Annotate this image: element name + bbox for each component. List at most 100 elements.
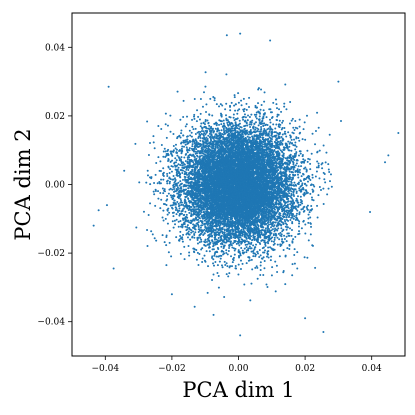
- scatter-point: [225, 262, 228, 265]
- scatter-point: [159, 160, 162, 163]
- scatter-point: [163, 241, 166, 244]
- scatter-point: [176, 154, 179, 157]
- scatter-point: [171, 220, 174, 223]
- scatter-point: [189, 238, 192, 241]
- scatter-point: [292, 193, 295, 196]
- scatter-point: [175, 148, 178, 151]
- scatter-point: [311, 176, 314, 179]
- scatter-point: [161, 216, 164, 219]
- scatter-point: [290, 228, 293, 231]
- scatter-point: [264, 227, 267, 230]
- scatter-point: [202, 141, 205, 144]
- scatter-point: [186, 115, 189, 118]
- scatter-point: [238, 244, 241, 247]
- scatter-point: [201, 129, 203, 132]
- scatter-point: [238, 119, 241, 122]
- scatter-point: [263, 267, 266, 270]
- scatter-point: [273, 238, 276, 241]
- scatter-point: [184, 210, 187, 213]
- scatter-point: [275, 103, 278, 106]
- scatter-point: [241, 262, 244, 265]
- scatter-point: [292, 126, 295, 129]
- scatter-point: [180, 132, 183, 135]
- scatter-point: [187, 245, 190, 248]
- scatter-point: [186, 226, 189, 229]
- scatter-point: [227, 275, 230, 278]
- scatter-point: [160, 198, 163, 201]
- scatter-point: [182, 233, 185, 236]
- scatter-point: [254, 121, 257, 124]
- scatter-point: [180, 203, 183, 206]
- scatter-point: [192, 230, 195, 233]
- scatter-point: [207, 134, 210, 137]
- scatter-point: [193, 113, 196, 116]
- scatter-point: [166, 124, 169, 127]
- scatter-point: [173, 188, 176, 191]
- scatter-point: [262, 129, 265, 132]
- scatter-point: [176, 200, 179, 203]
- scatter-point: [199, 139, 202, 142]
- scatter-point: [311, 173, 314, 176]
- scatter-point: [166, 195, 169, 198]
- scatter-point: [179, 136, 182, 139]
- scatter-point: [166, 182, 169, 185]
- scatter-point: [280, 135, 283, 138]
- scatter-point: [208, 124, 211, 127]
- scatter-point: [153, 237, 156, 240]
- scatter-point: [217, 237, 220, 240]
- scatter-point: [214, 261, 217, 264]
- scatter-point: [192, 161, 195, 164]
- scatter-point: [246, 135, 249, 138]
- scatter-point: [162, 155, 165, 158]
- scatter-point: [299, 152, 302, 155]
- scatter-point: [265, 116, 268, 119]
- scatter-point: [294, 141, 297, 144]
- scatter-point: [256, 250, 259, 253]
- scatter-point: [188, 129, 191, 132]
- scatter-point: [149, 183, 152, 186]
- scatter-point: [223, 296, 226, 299]
- scatter-point: [272, 240, 275, 243]
- scatter-point: [249, 247, 252, 250]
- scatter-point: [206, 240, 208, 243]
- scatter-point: [296, 267, 299, 270]
- scatter-point: [293, 181, 296, 184]
- scatter-point: [153, 147, 156, 150]
- scatter-point: [288, 215, 291, 218]
- scatter-point: [172, 197, 175, 200]
- scatter-point: [162, 192, 165, 195]
- scatter-point: [207, 127, 210, 130]
- scatter-point: [301, 172, 304, 175]
- scatter-point: [186, 151, 189, 154]
- scatter-point: [211, 114, 214, 117]
- scatter-point: [266, 286, 269, 289]
- scatter-point: [174, 223, 177, 226]
- scatter-point: [193, 227, 196, 230]
- scatter-point: [168, 229, 171, 232]
- scatter-point: [178, 207, 181, 210]
- scatter-point: [179, 235, 182, 238]
- scatter-point: [243, 125, 246, 128]
- scatter-point: [235, 242, 238, 245]
- scatter-point: [226, 121, 229, 124]
- scatter-point: [288, 170, 291, 173]
- scatter-point: [243, 113, 246, 116]
- scatter-point: [293, 138, 296, 141]
- scatter-point: [222, 122, 225, 125]
- scatter-point: [306, 180, 309, 183]
- scatter-point: [298, 139, 301, 142]
- scatter-point: [203, 259, 206, 262]
- scatter-point: [179, 198, 182, 201]
- scatter-point: [288, 142, 291, 145]
- scatter-point: [329, 173, 332, 176]
- scatter-point: [166, 172, 169, 175]
- scatter-point: [284, 283, 287, 286]
- scatter-point: [191, 143, 194, 146]
- scatter-point: [179, 252, 182, 255]
- scatter-point: [294, 188, 297, 191]
- scatter-point: [285, 135, 288, 138]
- scatter-point: [205, 111, 208, 114]
- scatter-point: [281, 133, 284, 136]
- scatter-point: [260, 125, 263, 128]
- scatter-point: [154, 173, 157, 176]
